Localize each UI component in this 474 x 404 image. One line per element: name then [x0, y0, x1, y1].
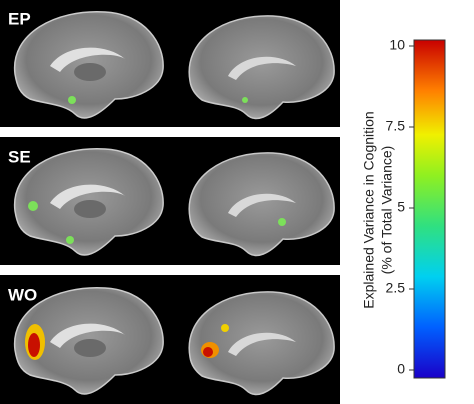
- tick-label: 10: [389, 37, 405, 53]
- tick-label: 7.5: [386, 118, 406, 134]
- colorbar: 0 2.5 5 7.5 10 Explained Variance in Cognitio…: [361, 37, 446, 379]
- colorbar-title: (% of Total Variance): [379, 146, 395, 275]
- colorbar-gradient: [413, 39, 446, 379]
- panel-label: EP: [8, 9, 31, 28]
- panel-label: WO: [8, 285, 37, 304]
- panel-label: SE: [8, 147, 31, 166]
- tick-label: 2.5: [386, 280, 406, 296]
- tick-label: 5: [397, 199, 405, 215]
- tick-label: 0: [397, 361, 405, 377]
- panel: WO: [0, 275, 340, 404]
- panel: EP: [0, 0, 340, 127]
- panel: SE: [0, 137, 340, 265]
- colorbar-title: Explained Variance in Cognition: [361, 111, 377, 308]
